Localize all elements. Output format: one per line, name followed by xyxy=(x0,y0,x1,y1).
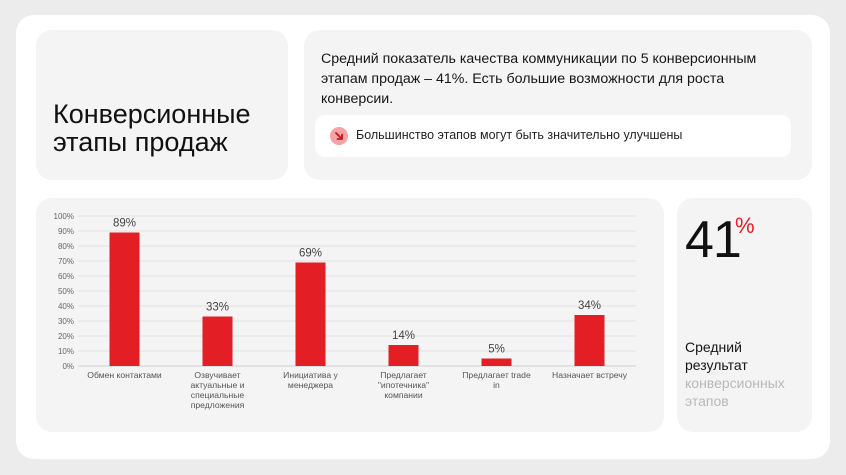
x-tick-label: компании xyxy=(384,390,423,400)
bar xyxy=(295,262,326,366)
note-pill: Большинство этапов могут быть значительн… xyxy=(315,115,791,157)
summary-text: Средний показатель качества коммуникации… xyxy=(321,51,757,107)
x-tick-label: Предлагает trade xyxy=(462,370,531,380)
bar xyxy=(574,315,605,366)
page-title-line-1: Конверсионные xyxy=(53,99,251,129)
bar xyxy=(109,232,140,366)
y-tick-label: 100% xyxy=(54,212,74,221)
x-tick-label: in xyxy=(493,380,500,390)
x-tick-label: Инициатива у xyxy=(283,370,338,380)
result-value: 41 xyxy=(685,211,742,269)
result-label-line-4: этапов xyxy=(685,393,729,409)
result-label-line-3: конверсионных xyxy=(685,375,785,391)
result-label-line-1: Средний xyxy=(685,339,742,355)
x-tick-label: специальные xyxy=(191,390,245,400)
bar-value-label: 34% xyxy=(578,300,601,312)
page-title: Конверсионные этапы продаж xyxy=(53,100,251,156)
result-card: 41 % Средний результат конверсионных эта… xyxy=(677,198,812,432)
result-label: Средний результат конверсионных этапов xyxy=(685,338,812,410)
y-tick-label: 50% xyxy=(58,287,74,296)
arrow-down-right-icon xyxy=(330,127,348,145)
bar xyxy=(202,316,233,366)
bar-value-label: 89% xyxy=(113,218,136,230)
x-tick-label: актуальные и xyxy=(190,380,244,390)
page-title-line-2: этапы продаж xyxy=(53,127,228,157)
result-label-line-2: результат xyxy=(685,357,748,373)
bar-value-label: 5% xyxy=(488,344,505,356)
x-tick-label: "ипотечника" xyxy=(378,380,429,390)
x-tick-label: менеджера xyxy=(288,380,333,390)
bar xyxy=(388,345,419,366)
bar-value-label: 33% xyxy=(206,302,229,314)
x-tick-label: Предлагает xyxy=(380,370,427,380)
y-tick-label: 90% xyxy=(58,227,74,236)
chart-card: 0% 10% 20% 30% 40% 50% 60% 70% 80% 90% 100% 89% Обме… xyxy=(36,198,664,432)
y-tick-label: 40% xyxy=(58,302,74,311)
x-tick-label: Назначает встречу xyxy=(552,370,628,380)
x-tick-label: Озвучивает xyxy=(194,370,240,380)
bar xyxy=(481,358,512,366)
y-tick-label: 30% xyxy=(58,317,74,326)
y-tick-label: 10% xyxy=(58,347,74,356)
y-tick-label: 20% xyxy=(58,332,74,341)
bar-value-label: 69% xyxy=(299,248,322,260)
y-tick-label: 0% xyxy=(62,362,74,371)
x-tick-label: предложения xyxy=(191,400,245,410)
y-tick-label: 60% xyxy=(58,272,74,281)
y-tick-label: 80% xyxy=(58,242,74,251)
x-tick-label: Обмен контактами xyxy=(87,370,162,380)
y-tick-label: 70% xyxy=(58,257,74,266)
note-text: Большинство этапов могут быть значительн… xyxy=(356,128,683,142)
bar-value-label: 14% xyxy=(392,330,415,342)
bar-chart: 0% 10% 20% 30% 40% 50% 60% 70% 80% 90% 100% 89% Обме… xyxy=(54,212,636,410)
result-unit: % xyxy=(735,213,755,238)
summary-card: Средний показатель качества коммуникации… xyxy=(304,30,812,180)
title-card: Конверсионные этапы продаж xyxy=(36,30,288,180)
